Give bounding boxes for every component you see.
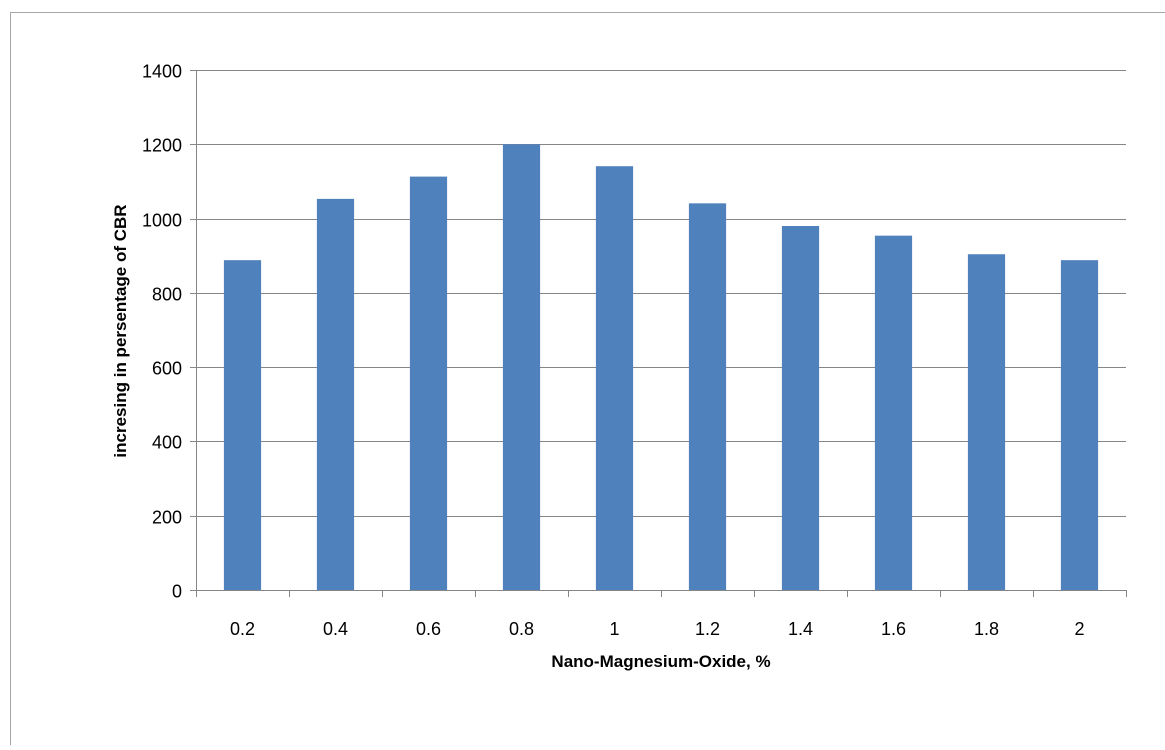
y-tick-label: 0 [172,582,182,602]
x-tick-labels: 0.2 0.4 0.6 0.8 1 1.2 1.4 1.6 1.8 2 [230,619,1085,639]
bar [596,166,633,590]
y-tick-labels: 0 200 400 600 800 1000 1200 1400 [142,62,182,602]
y-tick-label: 800 [152,285,182,305]
y-tick-label: 1200 [142,136,182,156]
bar [224,260,261,590]
bar [1061,260,1098,590]
y-tick-label: 400 [152,433,182,453]
bar [968,254,1005,590]
x-tick-label: 1.8 [974,619,999,639]
x-tick-label: 1.2 [695,619,720,639]
y-tick-label: 1400 [142,62,182,82]
x-tick-label: 2 [1074,619,1084,639]
x-tick-label: 0.6 [416,619,441,639]
x-tick-label: 1 [609,619,619,639]
bar [782,226,819,590]
x-tick-label: 1.4 [788,619,813,639]
bar [503,144,540,590]
y-tick-label: 200 [152,508,182,528]
y-axis-title: incresing in persentage of CBR [111,204,130,457]
bar [317,199,354,590]
x-tick-label: 0.4 [323,619,348,639]
x-tick-label: 0.8 [509,619,534,639]
x-tick-label: 0.2 [230,619,255,639]
bar [410,177,447,590]
x-axis-title: Nano-Magnesium-Oxide, % [551,652,770,671]
y-tick-label: 600 [152,359,182,379]
bar [875,236,912,590]
bar [689,203,726,590]
y-tick-label: 1000 [142,211,182,231]
x-tick-label: 1.6 [881,619,906,639]
